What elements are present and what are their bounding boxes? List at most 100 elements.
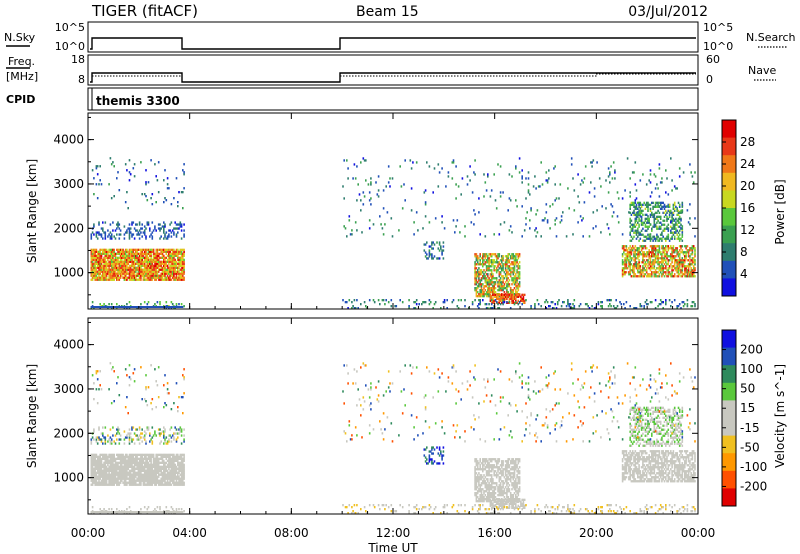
echo-cell [128,266,131,269]
echo-cell [352,177,354,180]
echo-cell [661,269,663,272]
echo-cell [161,252,164,255]
echo-cell [513,279,516,282]
echo-cell [545,171,548,174]
echo-cell [508,269,511,272]
echo-cell [672,231,675,234]
echo-cell [154,227,156,230]
echo-cell [661,263,663,266]
echo-cell [102,479,104,482]
echo-cell [168,459,170,462]
echo-cell [150,457,152,460]
echo-cell [659,267,662,270]
echo-cell [413,307,415,310]
echo-cell [170,467,173,470]
echo-cell [168,438,170,441]
echo-cell [657,235,659,238]
echo-cell [629,231,631,234]
echo-cell [135,262,137,265]
echo-cell [142,481,145,484]
echo-cell [129,461,132,464]
echo-cell [689,217,691,220]
echo-cell [512,299,515,302]
echo-cell [677,265,680,268]
echo-cell [155,252,157,255]
echo-cell [159,428,161,431]
echo-cell [662,251,664,254]
echo-cell [118,256,121,259]
echo-cell [642,239,644,242]
echo-cell [122,453,124,456]
echo-cell [121,475,123,478]
echo-cell [109,157,112,160]
echo-cell [648,219,650,222]
echo-cell [488,285,490,288]
echo-cell [137,268,140,271]
echo-cell [140,477,142,480]
echo-cell [694,305,696,308]
echo-cell [142,270,145,273]
echo-cell [480,271,483,274]
echo-cell [108,254,110,257]
echo-cell [183,475,185,478]
echo-cell [143,434,146,437]
echo-cell [672,225,675,228]
echo-cell [165,453,168,456]
echo-cell [633,263,635,266]
echo-cell [175,254,178,257]
echo-cell [180,264,183,267]
echo-cell [128,276,131,279]
echo-cell [122,465,124,468]
echo-cell [173,262,175,265]
echo-cell [508,283,511,286]
echo-cell [99,303,101,306]
echo-cell [140,272,142,275]
echo-cell [690,259,692,262]
echo-cell [105,461,108,464]
echo-cell [521,293,523,296]
echo-cell [572,177,574,180]
echo-cell [667,223,670,226]
echo-cell [103,436,105,439]
echo-cell [178,274,180,277]
echo-cell [109,235,112,238]
echo-cell [103,475,105,478]
echo-cell [512,293,515,296]
echo-cell [694,303,696,306]
echo-cell [509,225,512,228]
echo-cell [668,255,671,258]
echo-cell [138,471,141,474]
echo-cell [423,243,426,246]
echo-cell [95,440,98,443]
echo-cell [651,273,653,276]
echo-cell [676,223,678,226]
echo-cell [131,440,133,443]
echo-cell [414,301,417,304]
echo-cell [343,197,345,200]
echo-cell [150,461,152,464]
echo-cell [114,471,117,474]
echo-cell [567,301,569,304]
echo-cell [142,473,145,476]
echo-cell [113,479,115,482]
echo-cell [663,211,666,214]
echo-cell [90,475,93,478]
echo-cell [169,459,171,462]
echo-cell [670,225,672,228]
echo-cell [624,263,626,266]
echo-cell [159,274,161,277]
echo-cell [642,275,644,278]
echo-cell [126,250,128,253]
echo-cell [489,195,492,198]
echo-cell [673,223,676,226]
echo-cell [180,459,183,462]
echo-cell [175,471,178,474]
echo-cell [635,257,638,260]
echo-cell [487,275,489,278]
echo-cell [140,481,142,484]
echo-cell [100,453,103,456]
echo-cell [657,187,659,190]
echo-cell [98,481,100,484]
echo-cell [110,457,113,460]
echo-cell [687,259,690,262]
